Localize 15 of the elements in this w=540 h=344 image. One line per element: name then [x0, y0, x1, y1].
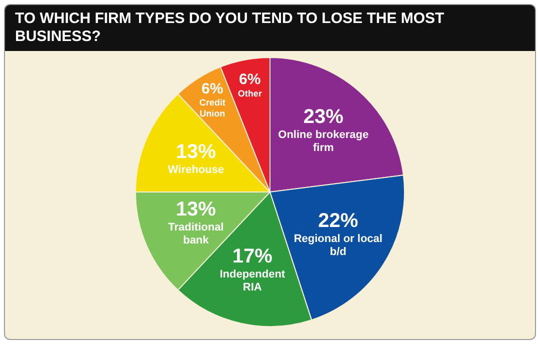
slice-label: Credit Union — [199, 98, 226, 119]
data-label: 13% — [176, 198, 216, 221]
slice-label: Online brokerage firm — [278, 128, 369, 154]
data-label: 17% — [232, 245, 273, 268]
data-label: 13% — [176, 140, 216, 163]
slice-label: Regional or local b/d — [294, 232, 382, 258]
data-label: 23% — [303, 106, 344, 128]
slice-label: Traditional bank — [168, 222, 224, 247]
chart-title: TO WHICH FIRM TYPES DO YOU TEND TO LOSE THE MOST BUSINESS? — [5, 5, 535, 51]
slice-label: Wirehouse — [168, 164, 224, 176]
slice-label: Independent RIA — [220, 268, 286, 294]
slice-label: Other — [238, 88, 262, 98]
data-label: 6% — [202, 80, 224, 98]
data-label: 22% — [318, 210, 358, 232]
data-label: 6% — [238, 70, 261, 88]
